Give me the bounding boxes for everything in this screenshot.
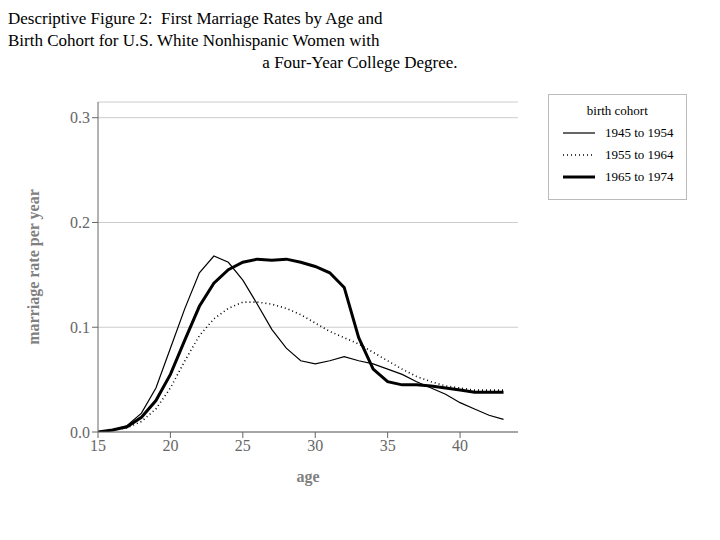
html-text:1945 to 1954: 1945 to 1954 (605, 125, 674, 140)
svg-text:0.1: 0.1 (70, 319, 90, 336)
svg-text:35: 35 (380, 437, 396, 454)
html-text:1955 to 1964: 1955 to 1964 (605, 147, 674, 162)
svg-text:40: 40 (452, 437, 468, 454)
svg-text:age: age (296, 468, 319, 486)
svg-text:0.2: 0.2 (70, 214, 90, 231)
html-text:1965 to 1974: 1965 to 1974 (605, 169, 674, 184)
svg-text:15: 15 (90, 437, 106, 454)
svg-text:20: 20 (162, 437, 178, 454)
svg-text:25: 25 (235, 437, 251, 454)
svg-text:0.0: 0.0 (70, 424, 90, 441)
svg-text:marriage rate per year: marriage rate per year (25, 189, 43, 345)
html-text:Descriptive Figure 2: First Ma: Descriptive Figure 2: First Marriage Rat… (8, 9, 383, 28)
html-text:birth cohort: birth cohort (586, 103, 648, 118)
svg-text:30: 30 (307, 437, 323, 454)
html-text:Birth Cohort for U.S. White No: Birth Cohort for U.S. White Nonhispanic … (8, 31, 380, 50)
html-text:a Four-Year College Degree.: a Four-Year College Degree. (262, 53, 458, 72)
svg-text:0.3: 0.3 (70, 109, 90, 126)
